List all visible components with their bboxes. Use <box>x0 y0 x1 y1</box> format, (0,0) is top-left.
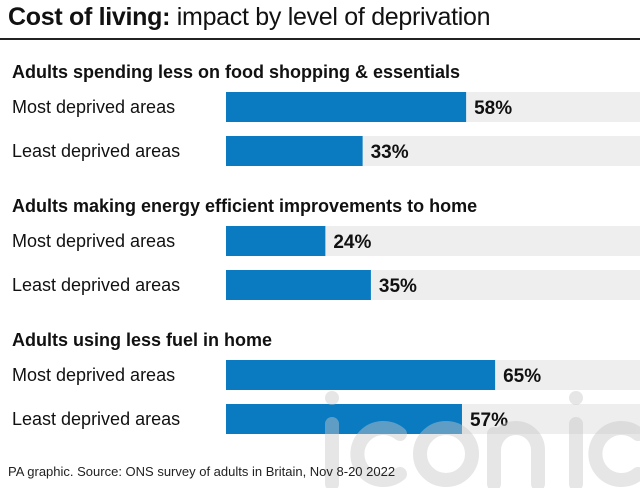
source-footer: PA graphic. Source: ONS survey of adults… <box>8 464 396 479</box>
title-rest: impact by level of deprivation <box>170 3 491 31</box>
value-label: 58% <box>474 98 512 119</box>
value-label: 33% <box>371 142 409 163</box>
bar <box>226 404 462 434</box>
bar <box>226 226 326 256</box>
value-label: 57% <box>470 410 508 431</box>
category-label: Most deprived areas <box>12 365 175 385</box>
bar <box>226 270 371 300</box>
category-label: Least deprived areas <box>12 141 180 161</box>
group-title: Adults spending less on food shopping & … <box>12 62 460 82</box>
category-label: Least deprived areas <box>12 409 180 429</box>
title-bold: Cost of living: <box>8 3 171 31</box>
chart-title: Cost of living: impact by level of depri… <box>8 2 491 32</box>
bar <box>226 360 496 390</box>
value-label: 65% <box>503 366 541 387</box>
bar-chart: Adults spending less on food shopping & … <box>12 62 640 434</box>
bar <box>226 136 363 166</box>
value-label: 35% <box>379 276 417 297</box>
category-label: Most deprived areas <box>12 231 175 251</box>
bar <box>226 92 467 122</box>
group-title: Adults making energy efficient improveme… <box>12 196 477 216</box>
title-divider <box>0 38 640 40</box>
value-label: 24% <box>333 232 371 253</box>
group-title: Adults using less fuel in home <box>12 330 272 350</box>
category-label: Least deprived areas <box>12 275 180 295</box>
category-label: Most deprived areas <box>12 97 175 117</box>
